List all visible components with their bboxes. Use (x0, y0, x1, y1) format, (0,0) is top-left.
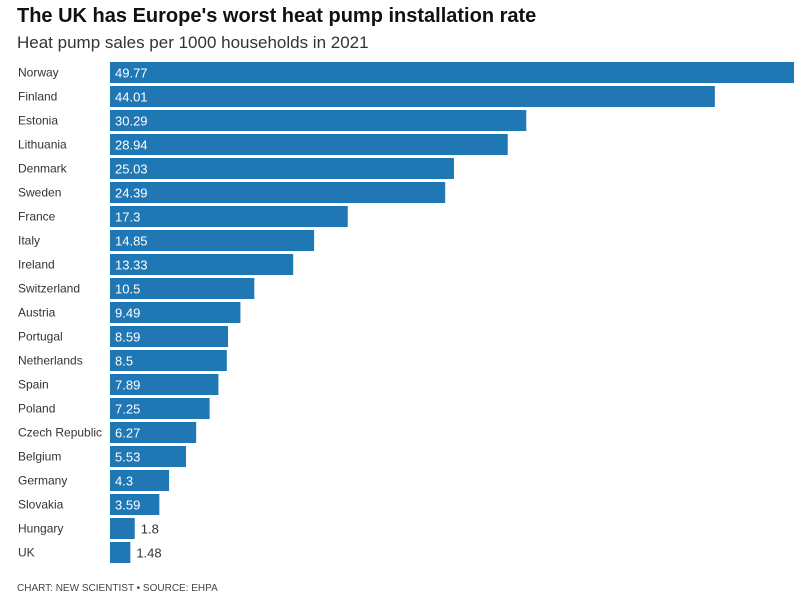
category-label: Netherlands (18, 354, 83, 368)
value-label: 7.89 (115, 378, 140, 393)
bar (110, 326, 229, 347)
category-label: Switzerland (18, 282, 80, 296)
bar (110, 254, 294, 275)
bar (110, 350, 227, 371)
category-label: Slovakia (18, 498, 64, 512)
value-label: 6.27 (115, 426, 140, 441)
category-label: Hungary (18, 522, 63, 536)
value-label: 9.49 (115, 306, 140, 321)
bar (110, 398, 210, 419)
bar (110, 278, 255, 299)
bar (110, 230, 315, 251)
bar (110, 302, 241, 323)
category-label: Lithuania (18, 138, 67, 152)
value-label: 10.5 (115, 282, 140, 297)
category-label: Portugal (18, 330, 63, 344)
value-label: 28.94 (115, 138, 148, 153)
category-label: Norway (18, 66, 59, 80)
value-label: 25.03 (115, 162, 148, 177)
value-label: 7.25 (115, 402, 140, 417)
value-label: 44.01 (115, 90, 148, 105)
bar (110, 110, 527, 131)
value-label: 1.8 (141, 522, 159, 537)
chart-title: The UK has Europe's worst heat pump inst… (17, 5, 537, 27)
category-label: Poland (18, 402, 55, 416)
value-label: 3.59 (115, 498, 140, 513)
bar (110, 518, 135, 539)
value-label: 5.53 (115, 450, 140, 465)
value-label: 24.39 (115, 186, 148, 201)
category-label: Germany (18, 474, 67, 488)
category-label: Spain (18, 378, 49, 392)
value-label: 4.3 (115, 474, 133, 489)
value-label: 49.77 (115, 66, 148, 81)
bar (110, 542, 131, 563)
category-label: Estonia (18, 114, 58, 128)
category-label: Sweden (18, 186, 61, 200)
category-label: France (18, 210, 56, 224)
category-label: UK (18, 546, 35, 560)
value-label: 8.5 (115, 354, 133, 369)
value-label: 1.48 (136, 546, 161, 561)
value-label: 13.33 (115, 258, 148, 273)
bar (110, 446, 186, 467)
value-label: 30.29 (115, 114, 148, 129)
source-note: CHART: NEW SCIENTIST • SOURCE: EHPA (17, 583, 218, 594)
bar (110, 182, 446, 203)
category-label: Austria (18, 306, 56, 320)
bar (110, 62, 794, 83)
bar (110, 158, 454, 179)
category-label: Denmark (18, 162, 68, 176)
category-label: Ireland (18, 258, 55, 272)
bar (110, 374, 219, 395)
category-label: Italy (18, 234, 40, 248)
category-label: Finland (18, 90, 57, 104)
category-label: Czech Republic (18, 426, 102, 440)
bar (110, 494, 160, 515)
bar (110, 206, 348, 227)
value-label: 14.85 (115, 234, 148, 249)
value-label: 17.3 (115, 210, 140, 225)
bar (110, 422, 197, 443)
bar (110, 134, 508, 155)
bar (110, 470, 170, 491)
category-label: Belgium (18, 450, 61, 464)
bar (110, 86, 715, 107)
chart-subtitle: Heat pump sales per 1000 households in 2… (17, 33, 369, 52)
value-label: 8.59 (115, 330, 140, 345)
